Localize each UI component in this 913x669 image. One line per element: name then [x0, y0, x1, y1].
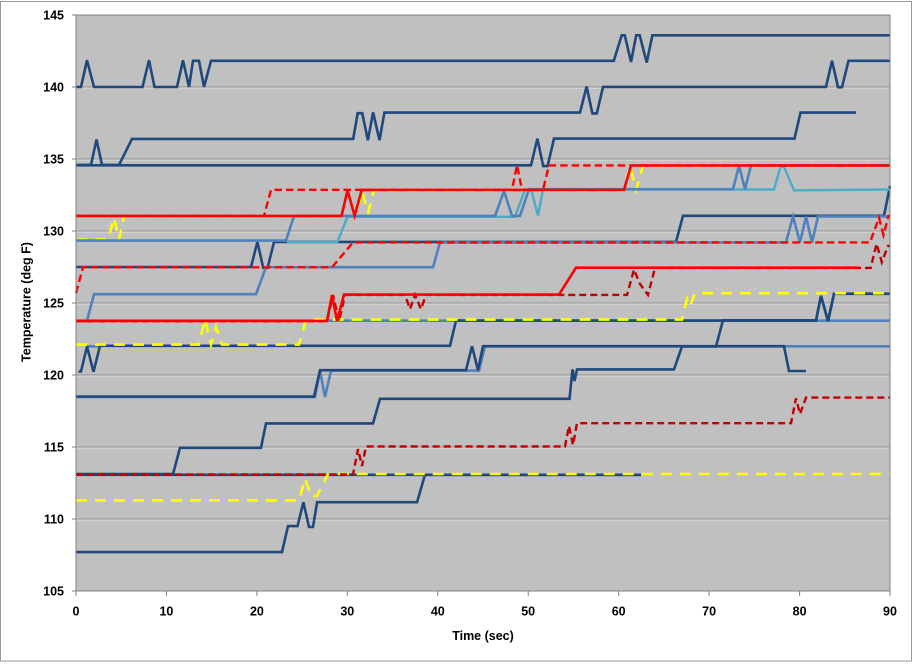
svg-text:120: 120 [43, 369, 64, 383]
svg-text:70: 70 [702, 605, 716, 619]
svg-text:125: 125 [43, 297, 64, 311]
svg-text:130: 130 [43, 225, 64, 239]
svg-text:110: 110 [44, 513, 64, 527]
svg-text:Temperature (deg F): Temperature (deg F) [20, 242, 34, 362]
svg-text:40: 40 [431, 605, 445, 619]
svg-text:80: 80 [793, 605, 807, 619]
svg-text:115: 115 [44, 441, 64, 455]
svg-text:50: 50 [521, 605, 535, 619]
svg-text:140: 140 [43, 81, 64, 95]
svg-text:105: 105 [43, 585, 64, 599]
svg-text:145: 145 [43, 9, 64, 23]
svg-text:30: 30 [340, 605, 354, 619]
svg-text:135: 135 [43, 153, 64, 167]
svg-text:10: 10 [159, 605, 173, 619]
svg-text:20: 20 [250, 605, 264, 619]
svg-text:90: 90 [883, 605, 897, 619]
svg-text:0: 0 [73, 605, 80, 619]
svg-text:60: 60 [612, 605, 626, 619]
svg-text:Time (sec): Time (sec) [452, 629, 514, 643]
